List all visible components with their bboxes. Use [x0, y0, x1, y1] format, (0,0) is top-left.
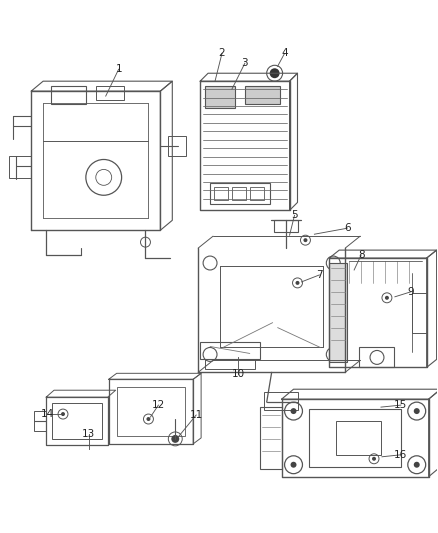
Circle shape: [296, 281, 300, 285]
Circle shape: [146, 417, 150, 421]
Circle shape: [61, 412, 65, 416]
Bar: [9, 156, 31, 177]
Text: 10: 10: [231, 369, 244, 379]
Text: 1: 1: [115, 64, 122, 74]
Bar: [117, 387, 185, 436]
Bar: [96, 86, 124, 100]
Bar: [329, 263, 347, 362]
Circle shape: [290, 462, 297, 468]
Text: 11: 11: [190, 410, 203, 420]
Text: 7: 7: [316, 270, 323, 280]
Bar: [232, 187, 246, 200]
Bar: [205, 86, 235, 108]
Text: 2: 2: [219, 49, 225, 58]
Text: 12: 12: [152, 400, 165, 410]
Bar: [412, 293, 427, 333]
Text: 14: 14: [40, 409, 54, 419]
Text: 16: 16: [394, 450, 407, 460]
Bar: [250, 187, 264, 200]
Bar: [245, 86, 279, 104]
Bar: [336, 421, 381, 455]
Bar: [359, 348, 394, 367]
Text: 4: 4: [281, 49, 288, 58]
Bar: [200, 342, 260, 359]
Bar: [309, 409, 401, 467]
Bar: [214, 187, 228, 200]
Text: 6: 6: [344, 223, 350, 233]
Circle shape: [372, 457, 376, 461]
Text: 9: 9: [407, 287, 414, 297]
Bar: [34, 411, 46, 431]
Bar: [205, 359, 255, 369]
Circle shape: [171, 435, 179, 443]
Circle shape: [290, 408, 297, 414]
Text: 3: 3: [241, 58, 248, 68]
Bar: [168, 136, 186, 156]
Bar: [51, 86, 86, 104]
Circle shape: [414, 408, 420, 414]
Bar: [52, 403, 102, 439]
Circle shape: [270, 68, 279, 78]
Text: 15: 15: [394, 400, 407, 410]
Text: 5: 5: [291, 211, 298, 220]
Bar: [210, 182, 270, 204]
Circle shape: [304, 238, 307, 242]
Bar: [260, 407, 282, 469]
Bar: [275, 220, 298, 232]
Circle shape: [385, 296, 389, 300]
Bar: [264, 392, 298, 410]
Text: 8: 8: [358, 250, 364, 260]
Text: 13: 13: [82, 429, 95, 439]
Circle shape: [414, 462, 420, 468]
